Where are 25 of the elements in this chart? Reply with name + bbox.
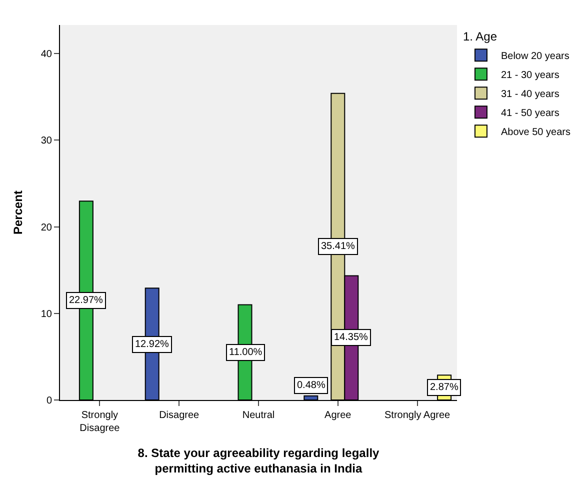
x-axis-title: 8. State your agreeability regarding legally permitting active euthanasia in India	[138, 446, 380, 476]
x-tick-label: Strongly Disagree	[80, 410, 120, 434]
legend-label: Below 20 years	[500, 51, 570, 62]
legend-label: 41 - 50 years	[500, 108, 560, 119]
y-tick-label: 40	[40, 49, 52, 60]
y-tick-label: 0	[46, 396, 52, 406]
data-label: 0.48%	[297, 380, 326, 391]
data-label: 14.35%	[334, 332, 368, 343]
y-tick-label: 30	[40, 136, 52, 147]
data-label: 12.92%	[135, 339, 170, 350]
data-label: 35.41%	[321, 241, 356, 252]
x-tick-label: Agree	[324, 410, 352, 421]
data-label: 22.97%	[69, 295, 104, 306]
legend-label: 21 - 30 years	[500, 70, 560, 81]
y-tick-label: 10	[40, 308, 52, 320]
x-tick-label: Neutral	[242, 410, 275, 421]
legend-label: Above 50 years	[500, 127, 570, 138]
data-label: 2.87%	[430, 382, 458, 393]
legend-label: 31 - 40 years	[500, 89, 560, 100]
x-tick-label: Strongly Agree	[384, 410, 451, 421]
y-tick-label: 20	[40, 222, 52, 234]
legend-title: 1. Age	[462, 30, 498, 44]
data-label: 11.00%	[229, 347, 262, 358]
y-axis-title: Percent	[11, 190, 26, 235]
x-tick-label: Disagree	[159, 410, 200, 421]
